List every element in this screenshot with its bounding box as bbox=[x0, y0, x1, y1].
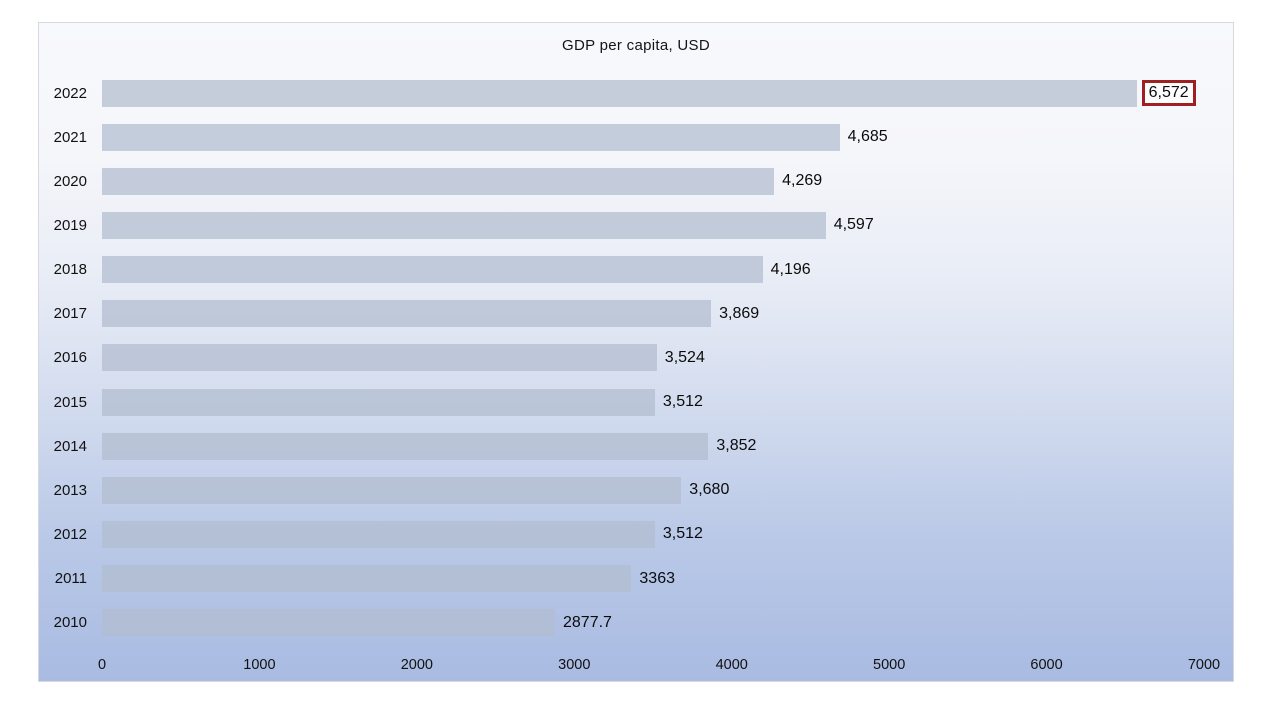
bar-row: 2013 3,680 bbox=[39, 468, 1233, 512]
bar-row: 2017 3,869 bbox=[39, 292, 1233, 336]
bar-rows: 2022 6,572 2021 4,685 2020 4,269 2019 4,597 2018… bbox=[39, 71, 1233, 645]
year-label: 2013 bbox=[53, 481, 87, 499]
chart-title: GDP per capita, USD bbox=[562, 37, 710, 54]
bar bbox=[102, 565, 632, 593]
value-label: 4,196 bbox=[770, 260, 811, 278]
x-axis-tick-label: 6000 bbox=[1030, 657, 1063, 673]
bar bbox=[102, 344, 657, 372]
x-axis-tick-label: 0 bbox=[97, 657, 107, 673]
bar-row: 2014 3,852 bbox=[39, 424, 1233, 468]
x-axis-tick-label: 5000 bbox=[873, 657, 906, 673]
value-label: 4,269 bbox=[782, 172, 823, 190]
year-label: 2022 bbox=[53, 84, 87, 102]
x-axis-tick-label: 2000 bbox=[400, 657, 433, 673]
bar bbox=[102, 167, 775, 195]
x-axis-tick-label: 7000 bbox=[1187, 657, 1221, 673]
year-label: 2016 bbox=[53, 349, 87, 367]
bar bbox=[102, 520, 655, 548]
bar bbox=[102, 211, 826, 239]
bar bbox=[102, 476, 682, 504]
x-axis-tick-label: 1000 bbox=[243, 657, 276, 673]
bar-row: 2010 2877.7 bbox=[39, 601, 1233, 645]
value-label: 3,680 bbox=[689, 481, 730, 499]
bar bbox=[102, 432, 709, 460]
chart-container: GDP per capita, USD 2022 6,572 2021 4,685 20… bbox=[38, 22, 1234, 682]
x-axis-tick-label: 4000 bbox=[715, 657, 748, 673]
value-label: 3,869 bbox=[719, 304, 760, 322]
year-label: 2012 bbox=[53, 525, 87, 543]
bar-row: 2015 3,512 bbox=[39, 380, 1233, 424]
year-label: 2015 bbox=[53, 393, 87, 411]
value-label: 6,572 bbox=[1148, 84, 1189, 102]
bar-row: 2011 3363 bbox=[39, 557, 1233, 601]
year-label: 2020 bbox=[53, 172, 87, 190]
bar-row: 2018 4,196 bbox=[39, 248, 1233, 292]
year-label: 2018 bbox=[53, 261, 87, 279]
bar-row: 2022 6,572 bbox=[39, 71, 1233, 115]
bar bbox=[102, 79, 1137, 107]
year-label: 2014 bbox=[53, 437, 87, 455]
bar-row: 2020 4,269 bbox=[39, 159, 1233, 203]
value-label: 4,685 bbox=[847, 128, 888, 146]
year-label: 2011 bbox=[54, 570, 87, 588]
value-label: 4,597 bbox=[833, 216, 874, 234]
bar-row: 2019 4,597 bbox=[39, 203, 1233, 247]
year-label: 2021 bbox=[53, 128, 87, 146]
value-label: 3,512 bbox=[662, 525, 703, 543]
bar-row: 2021 4,685 bbox=[39, 115, 1233, 159]
bar-row: 2012 3,512 bbox=[39, 512, 1233, 556]
value-label: 3,852 bbox=[716, 437, 757, 455]
bar bbox=[102, 388, 655, 416]
bar bbox=[102, 300, 712, 328]
x-axis: 0 1000 2000 3000 4000 5000 6000 7000 bbox=[39, 657, 1233, 679]
year-label: 2017 bbox=[53, 305, 87, 323]
bar-row: 2016 3,524 bbox=[39, 336, 1233, 380]
bar bbox=[102, 123, 840, 151]
x-axis-tick-label: 3000 bbox=[558, 657, 591, 673]
bar bbox=[102, 609, 555, 637]
highlight-box: 6,572 bbox=[1141, 80, 1196, 107]
value-label: 3,512 bbox=[662, 393, 703, 411]
year-label: 2019 bbox=[53, 216, 87, 234]
value-label: 2877.7 bbox=[563, 613, 612, 631]
bar bbox=[102, 256, 763, 284]
value-label: 3363 bbox=[639, 569, 675, 587]
year-label: 2010 bbox=[53, 614, 87, 632]
value-label: 3,524 bbox=[664, 348, 705, 366]
